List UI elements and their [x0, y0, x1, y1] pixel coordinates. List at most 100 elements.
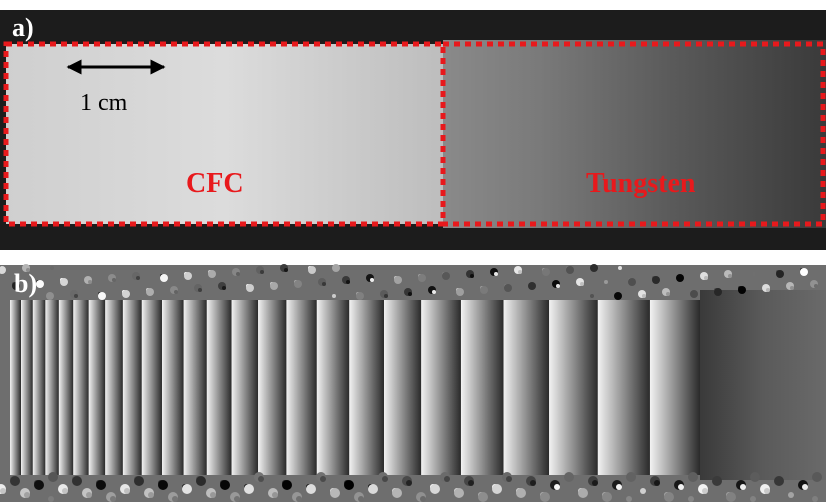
speckle — [628, 278, 636, 286]
fringe — [184, 300, 207, 475]
speckle — [712, 476, 722, 486]
speckle — [430, 484, 440, 494]
fringe — [73, 300, 88, 475]
speckle — [60, 278, 68, 286]
speckle — [592, 480, 598, 486]
speckle — [738, 286, 746, 294]
speckle — [136, 276, 140, 280]
speckle — [368, 484, 378, 494]
speckle — [246, 284, 254, 292]
speckle — [172, 496, 178, 502]
speckle — [420, 496, 426, 502]
speckle — [812, 472, 822, 482]
speckle — [478, 492, 488, 502]
speckle — [48, 496, 54, 502]
speckle — [752, 272, 756, 276]
speckle — [260, 270, 264, 274]
speckle — [442, 272, 450, 280]
speckle — [88, 280, 92, 284]
speckle — [542, 268, 550, 276]
speckle — [602, 492, 612, 502]
speckle — [0, 488, 6, 494]
speckle — [566, 266, 574, 274]
fringe — [421, 300, 461, 475]
speckle — [714, 288, 722, 296]
speckle — [36, 280, 44, 288]
speckle — [146, 288, 154, 296]
speckle — [626, 472, 636, 482]
speckle — [776, 270, 784, 278]
speckle — [24, 492, 30, 498]
fringe — [258, 300, 286, 475]
speckle — [618, 266, 622, 270]
fringe — [142, 300, 162, 475]
speckle — [540, 492, 550, 502]
speckle — [766, 288, 770, 292]
fringe — [162, 300, 184, 475]
speckle — [578, 488, 588, 498]
fringe — [650, 300, 700, 475]
fringe — [349, 300, 384, 475]
speckle — [556, 284, 560, 288]
fringe — [59, 300, 73, 475]
speckle — [492, 484, 502, 494]
speckle — [740, 484, 746, 490]
figure: a) 1 cm CFC Tungsten b) — [0, 0, 826, 502]
speckle — [158, 480, 168, 490]
panel-label: a) — [12, 13, 34, 42]
speckle — [294, 280, 302, 288]
speckle — [408, 292, 412, 296]
speckle — [590, 294, 594, 298]
speckle — [470, 274, 474, 278]
region-label: CFC — [186, 168, 244, 199]
speckle — [554, 484, 560, 490]
speckle — [688, 472, 698, 482]
speckle — [62, 488, 68, 494]
speckle — [86, 492, 92, 498]
speckle — [678, 484, 684, 490]
speckle — [690, 290, 698, 298]
speckle — [10, 476, 20, 486]
speckle — [702, 488, 708, 494]
speckle — [272, 492, 278, 498]
panel-b — [0, 264, 826, 502]
page: a) 1 cm CFC Tungsten b) (() => { const d… — [0, 0, 826, 502]
speckle — [198, 288, 202, 292]
speckle — [184, 272, 192, 280]
fringe — [549, 300, 598, 475]
speckle — [666, 292, 670, 296]
speckle — [160, 274, 168, 282]
speckle — [234, 496, 240, 502]
speckle — [688, 496, 694, 502]
fringe — [21, 300, 33, 475]
panel-label: b) — [14, 269, 37, 298]
speckle — [432, 290, 436, 294]
fringe — [45, 300, 58, 475]
speckle — [528, 282, 536, 290]
speckle — [282, 480, 292, 490]
fringe — [232, 300, 259, 475]
speckle — [704, 276, 708, 280]
speckle — [34, 480, 44, 490]
speckle — [98, 292, 106, 300]
region-label: Tungsten — [586, 168, 696, 199]
speckle — [330, 488, 340, 498]
fringe — [504, 300, 550, 475]
speckle — [308, 266, 316, 274]
speckle — [640, 488, 646, 494]
fringe — [10, 300, 21, 475]
speckle — [384, 294, 388, 298]
speckle — [134, 476, 144, 486]
speckle — [322, 282, 326, 286]
speckle — [802, 484, 808, 490]
speckle — [518, 270, 522, 274]
speckle — [392, 488, 402, 498]
fringe — [286, 300, 316, 475]
speckle — [46, 292, 54, 300]
speckle — [456, 288, 464, 296]
speckle — [516, 488, 526, 498]
speckle — [480, 286, 488, 294]
fringe — [384, 300, 421, 475]
speckle — [788, 492, 794, 498]
speckle — [110, 496, 116, 502]
